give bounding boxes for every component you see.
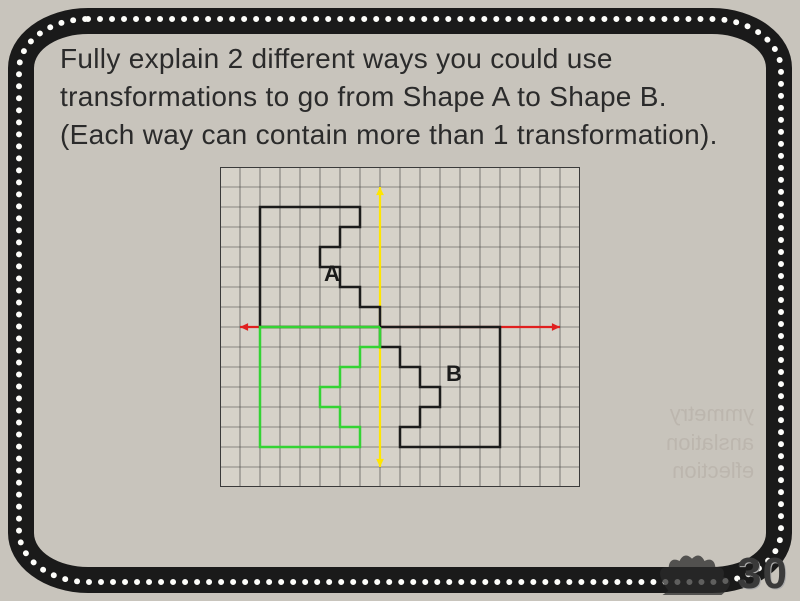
grid-figure: AB [60,167,740,487]
page-number: 30 [737,549,788,599]
question-text: Fully explain 2 different ways you could… [60,40,740,153]
ghost-word: anslation [666,429,754,458]
content-area: Fully explain 2 different ways you could… [60,40,740,561]
coordinate-grid: AB [220,167,580,487]
svg-text:A: A [324,261,340,286]
ghost-word: ymmetry [666,400,754,429]
bleed-through-text: ymmetry anslation eflection [666,400,754,486]
svg-text:B: B [446,361,462,386]
ghost-word: eflection [666,457,754,486]
worksheet-frame: Fully explain 2 different ways you could… [0,0,800,601]
